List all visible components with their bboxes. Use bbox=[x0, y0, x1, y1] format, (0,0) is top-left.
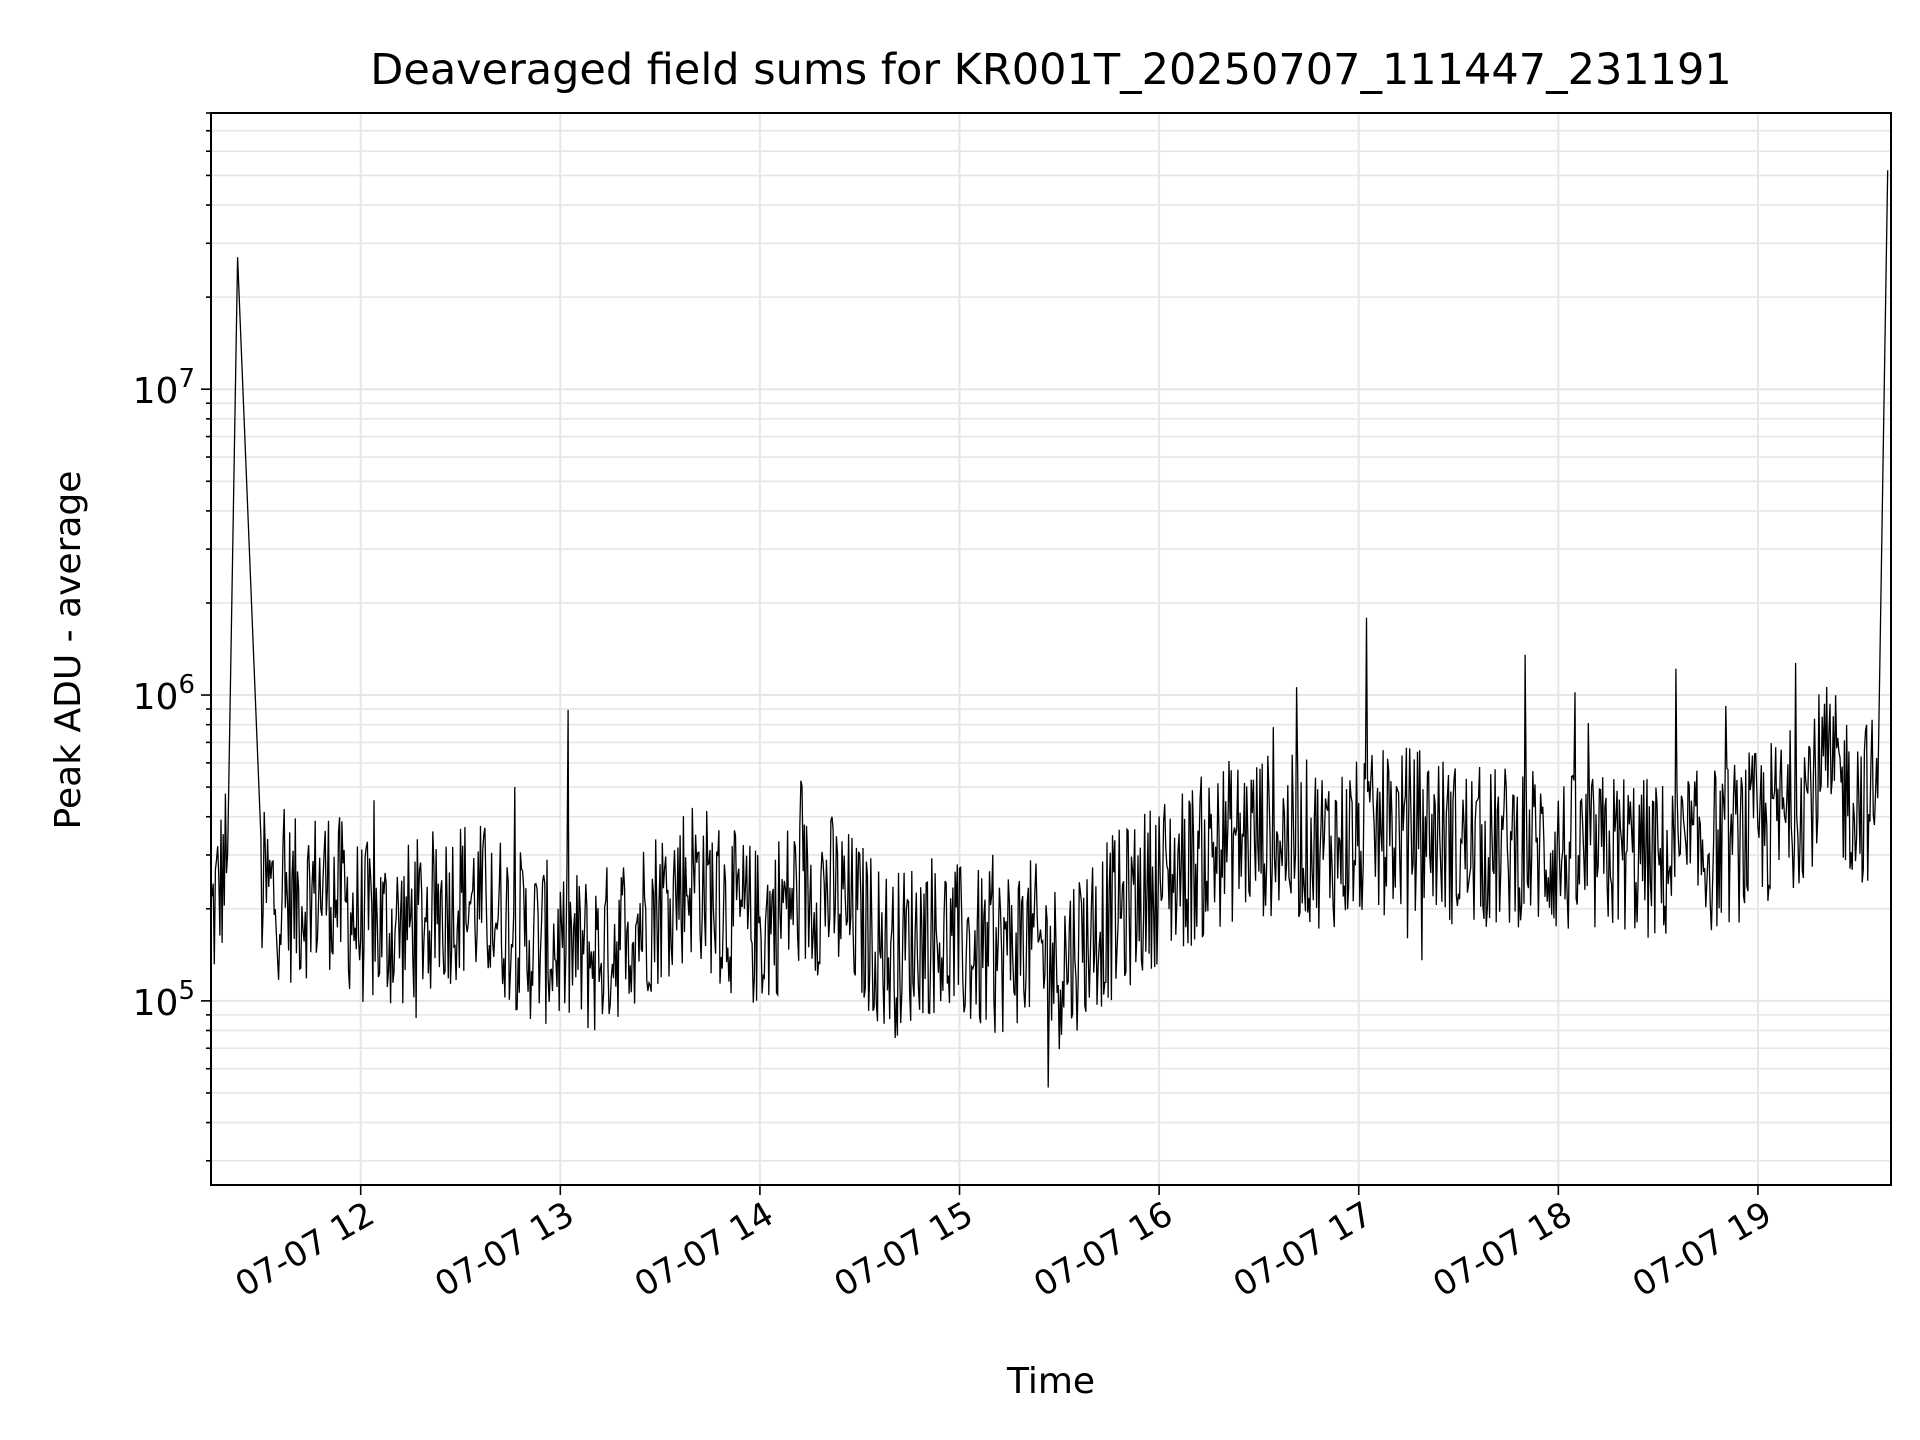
chart-title: Deaveraged field sums for KR001T_2025070… bbox=[370, 45, 1732, 95]
y-axis-label: Peak ADU - average bbox=[48, 471, 89, 830]
axes-frame bbox=[210, 112, 1892, 1186]
y-tick-label: 107 bbox=[133, 364, 195, 412]
y-tick-label: 105 bbox=[133, 976, 195, 1024]
y-tick-label: 106 bbox=[133, 670, 195, 718]
x-axis-label: Time bbox=[1006, 1361, 1095, 1402]
plot-area bbox=[210, 170, 1889, 1088]
series-line bbox=[210, 170, 1889, 1088]
